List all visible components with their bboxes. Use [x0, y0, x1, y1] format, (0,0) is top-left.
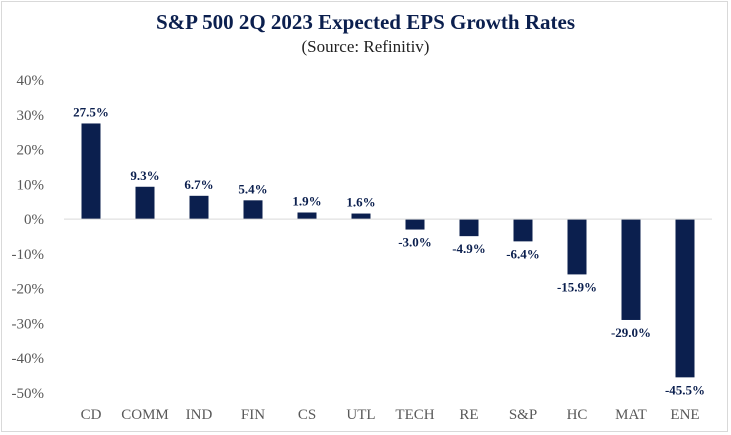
category-label: COMM [121, 407, 169, 423]
category-label: FIN [241, 407, 265, 423]
y-tick-label: 0% [24, 212, 44, 228]
category-label: ENE [670, 407, 699, 423]
bars [81, 123, 695, 378]
data-label: 27.5% [73, 104, 109, 119]
bar-tech [405, 219, 425, 230]
y-tick-label: -20% [12, 282, 45, 298]
bar-ene [675, 219, 695, 378]
y-tick-label: 20% [17, 143, 45, 159]
y-tick-label: -50% [12, 386, 45, 402]
y-tick-label: 30% [17, 108, 45, 124]
category-labels: CD COMM IND FIN CS UTL TECH RE S&P HC MAT ENE [81, 407, 700, 423]
bar-sp [513, 219, 533, 242]
data-label: 6.7% [184, 177, 213, 192]
category-label: UTL [346, 407, 375, 423]
bar-ind [189, 195, 209, 220]
bar-mat [621, 219, 641, 320]
category-label: HC [567, 407, 588, 423]
data-labels: 27.5% 9.3% 6.7% 5.4% 1.9% 1.6% -3.0% -4.9% -6.4%… [73, 104, 705, 397]
category-label: MAT [615, 407, 647, 423]
bar-re [459, 219, 479, 237]
y-tick-label: -10% [12, 247, 45, 263]
bar-fin [243, 200, 263, 220]
data-label: -4.9% [452, 241, 486, 256]
category-label: CD [81, 407, 102, 423]
data-label: 1.6% [346, 195, 375, 210]
chart-title: S&P 500 2Q 2023 Expected EPS Growth Rate… [155, 10, 576, 34]
data-label: -29.0% [611, 325, 651, 340]
category-label: RE [459, 407, 478, 423]
category-label: TECH [395, 407, 434, 423]
y-tick-label: -40% [12, 351, 45, 367]
category-label: S&P [509, 407, 537, 423]
y-axis-labels: 40% 30% 20% 10% 0% -10% -20% -30% -40% -50% [12, 73, 45, 402]
category-label: IND [186, 407, 213, 423]
y-tick-label: 10% [17, 177, 45, 193]
data-label: 5.4% [238, 181, 267, 196]
y-tick-label: 40% [17, 73, 45, 89]
chart-subtitle: (Source: Refinitiv) [301, 37, 430, 56]
bar-comm [135, 186, 155, 220]
data-label: -45.5% [665, 382, 705, 397]
data-label: -3.0% [398, 235, 432, 250]
y-tick-label: -30% [12, 316, 45, 332]
data-label: -15.9% [557, 279, 597, 294]
bar-cd [81, 123, 101, 220]
bar-utl [351, 213, 371, 220]
bar-hc [567, 219, 587, 275]
bar-cs [297, 212, 317, 220]
data-label: -6.4% [506, 246, 540, 261]
category-label: CS [298, 407, 316, 423]
data-label: 1.9% [292, 194, 321, 209]
data-label: 9.3% [130, 168, 159, 183]
